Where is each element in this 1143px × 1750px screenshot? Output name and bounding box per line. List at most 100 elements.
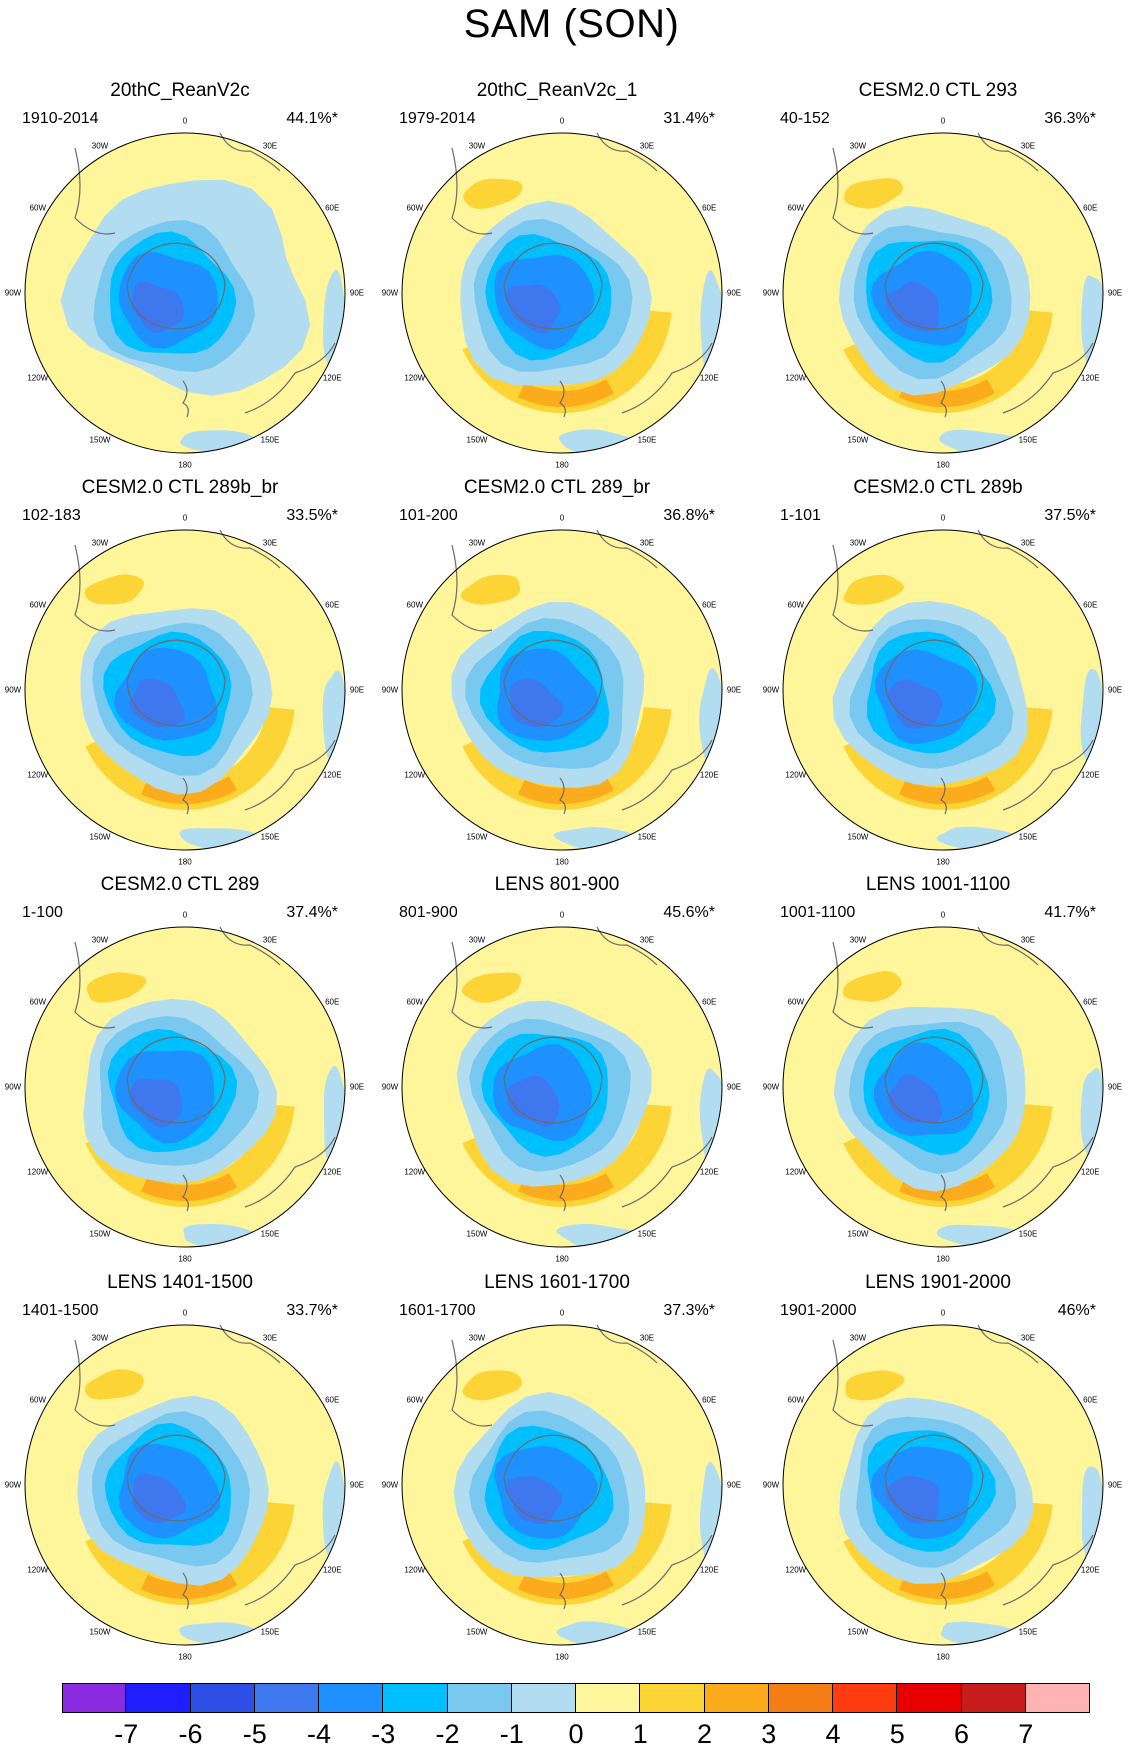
contour-pos-1-2	[85, 707, 295, 811]
contour-neg-5-4	[129, 1078, 183, 1128]
longitude-label: 30E	[639, 538, 655, 548]
contour-pos-1-2	[86, 972, 147, 1003]
panel-year-range: 1001-1100	[780, 904, 856, 921]
panel-variance-percent: 37.4%*	[286, 904, 338, 921]
longitude-label: 90W	[381, 685, 399, 695]
australia-coastline	[621, 342, 713, 414]
africa-coastline	[977, 529, 1039, 569]
contour-pos-1-2	[845, 1370, 905, 1401]
longitude-label: 120E	[322, 373, 342, 383]
colorbar-swatch	[768, 1683, 833, 1713]
map-boundary	[401, 529, 723, 851]
contour-neg-5-4	[888, 679, 943, 729]
contour-fill-layer	[25, 133, 345, 453]
longitude-label: 180	[178, 857, 192, 867]
panel-variance-percent: 36.3%*	[1044, 110, 1096, 127]
longitude-label: 30E	[1020, 538, 1036, 548]
map-boundary	[401, 926, 723, 1248]
longitude-label: 90E	[1107, 288, 1123, 298]
polar-stereographic-map	[24, 1324, 346, 1646]
longitude-label: 90W	[762, 288, 780, 298]
longitude-label: 120W	[404, 373, 426, 383]
longitude-label: 30E	[1020, 141, 1036, 151]
colorbar-swatch	[576, 1683, 641, 1713]
new-zealand-coastline	[559, 1572, 566, 1610]
longitude-label: 180	[936, 857, 950, 867]
longitude-label: 0	[182, 910, 188, 920]
longitude-label: 90E	[726, 685, 742, 695]
contour-fill-layer	[402, 133, 722, 453]
panel-year-range: 801-900	[399, 904, 458, 921]
map-panel: LENS 801-900 801-900 45.6%* 0 30E 60E 90E 120E 1…	[377, 874, 741, 1274]
longitude-label: 60E	[1083, 203, 1098, 213]
map-panel: 20thC_ReanV2c 1910-2014 44.1%* 0 30E 60E 90E 12…	[0, 80, 364, 480]
longitude-label: 30E	[1020, 935, 1036, 945]
longitude-label: 150W	[847, 832, 869, 842]
longitude-label: 180	[555, 460, 569, 470]
antarctica-coastline	[884, 1434, 984, 1522]
longitude-label: 30E	[639, 1333, 655, 1343]
contour-neg-5-4	[885, 282, 939, 332]
south-america-coastline	[832, 147, 874, 235]
longitude-label: 30E	[262, 1333, 278, 1343]
panel-year-range: 1979-2014	[399, 110, 476, 127]
colorbar-tick-label: 0	[568, 1719, 584, 1749]
longitude-label: 60E	[325, 997, 340, 1007]
panel-title: CESM2.0 CTL 289_br	[463, 477, 651, 498]
map-boundary	[782, 529, 1104, 851]
contour-pos-2-3	[899, 776, 995, 805]
longitude-label: 90W	[381, 288, 399, 298]
polar-stereographic-map	[401, 132, 723, 454]
panel-year-range: 1-100	[22, 904, 63, 921]
longitude-label: 120E	[1080, 1565, 1100, 1575]
contour-neg-5-4	[506, 284, 561, 334]
antarctica-coastline	[126, 1434, 226, 1522]
longitude-label: 120E	[1080, 373, 1100, 383]
colorbar-swatch	[62, 1683, 127, 1713]
longitude-label: 120W	[404, 770, 426, 780]
longitude-label: 60W	[29, 600, 46, 610]
coastlines	[451, 1324, 713, 1610]
longitude-label: 90W	[4, 1082, 22, 1092]
map-panel: 20thC_ReanV2c_1 1979-2014 31.4%* 0 30E 60E 90E…	[377, 80, 741, 480]
africa-coastline	[596, 529, 658, 569]
colorbar-swatch	[640, 1683, 705, 1713]
contour-pos-1-2	[843, 1104, 1053, 1208]
longitude-label: 60W	[29, 1395, 46, 1405]
panel-year-range: 1601-1700	[399, 1302, 476, 1319]
longitude-label: 150W	[847, 435, 869, 445]
colorbar-swatch	[833, 1683, 898, 1713]
panel-variance-percent: 46%*	[1057, 1302, 1096, 1319]
new-zealand-coastline	[182, 1174, 189, 1212]
new-zealand-coastline	[559, 380, 566, 418]
longitude-label: 150E	[637, 832, 657, 842]
longitude-label: 30W	[91, 935, 109, 945]
longitude-label: 150W	[466, 832, 488, 842]
longitude-label: 30W	[849, 1333, 867, 1343]
coastlines	[74, 926, 336, 1212]
australia-coastline	[244, 1534, 336, 1606]
contour-neg-5-4	[885, 1476, 940, 1525]
colorbar-tick-label: -2	[435, 1719, 460, 1749]
coastlines	[832, 1324, 1094, 1610]
panel-year-range: 1901-2000	[780, 1302, 857, 1319]
longitude-label: 120W	[27, 1565, 49, 1575]
antarctica-coastline	[503, 1036, 603, 1124]
panel-title: LENS 1001-1100	[865, 874, 1011, 895]
longitude-label: 30W	[91, 538, 109, 548]
contour-fill-layer	[783, 133, 1103, 453]
south-america-coastline	[74, 1339, 116, 1427]
longitude-label: 30E	[262, 538, 278, 548]
longitude-label: 120W	[27, 1167, 49, 1177]
longitude-label: 60E	[702, 1395, 717, 1405]
panel-variance-percent: 45.6%*	[663, 904, 715, 921]
contour-neg-5-4	[888, 1074, 942, 1123]
longitude-label: 150W	[89, 1627, 111, 1637]
panel-title: CESM2.0 CTL 289b	[853, 477, 1023, 498]
contour-neg-5-4	[132, 1473, 187, 1524]
africa-coastline	[219, 132, 281, 172]
new-zealand-coastline	[182, 1572, 189, 1610]
coastlines	[832, 926, 1094, 1212]
map-panel: CESM2.0 CTL 289_br 101-200 36.8%* 0 30E 60E 90…	[377, 477, 741, 877]
map-boundary	[24, 1324, 346, 1646]
